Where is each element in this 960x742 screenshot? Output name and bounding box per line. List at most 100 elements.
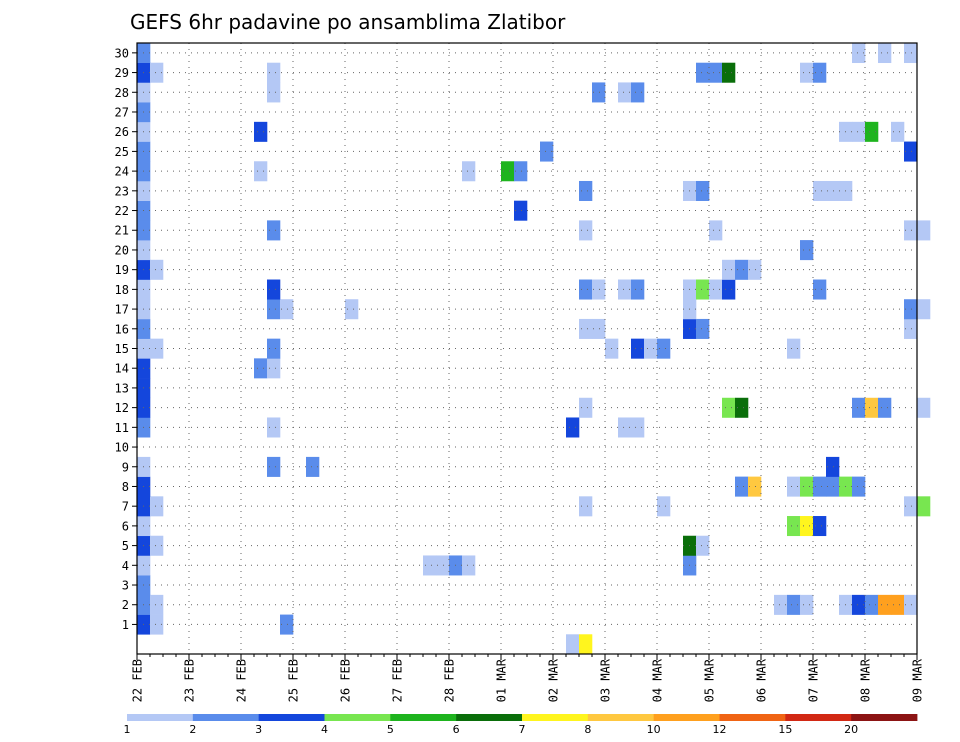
x-tick-label: 02 MAR xyxy=(547,658,561,702)
legend-label: 12 xyxy=(713,723,727,736)
heatmap-cell xyxy=(579,279,593,300)
heatmap-cell xyxy=(566,417,580,438)
heatmap-cell xyxy=(774,594,788,615)
legend-label: 20 xyxy=(844,723,858,736)
x-tick-label: 27 FEB xyxy=(391,659,405,702)
x-tick-label: 03 MAR xyxy=(599,658,613,702)
heatmap-cell xyxy=(735,476,749,497)
legend-label: 4 xyxy=(321,723,328,736)
heatmap-cell xyxy=(267,338,281,359)
x-tick-label: 06 MAR xyxy=(755,658,769,702)
heatmap-cell xyxy=(917,397,931,418)
heatmap-cell xyxy=(813,62,827,83)
heatmap-cell xyxy=(267,299,281,320)
heatmap-cell xyxy=(579,180,593,201)
heatmap-cell xyxy=(267,358,281,379)
x-tick-label: 04 MAR xyxy=(651,658,665,702)
heatmap-cell xyxy=(904,141,918,162)
heatmap-cell xyxy=(150,496,164,517)
heatmap-cell xyxy=(267,279,281,300)
heatmap-cell xyxy=(722,397,736,418)
legend-swatch xyxy=(587,714,655,721)
heatmap-cell xyxy=(852,43,866,64)
heatmap-cell xyxy=(813,279,827,300)
y-tick-label: 6 xyxy=(122,519,129,533)
y-tick-label: 7 xyxy=(122,500,129,514)
x-tick-label: 25 FEB xyxy=(287,659,301,702)
x-tick-label: 23 FEB xyxy=(183,659,197,702)
heatmap-cell xyxy=(579,318,593,339)
heatmap-cell xyxy=(423,555,437,576)
heatmap-cell xyxy=(878,594,892,615)
x-axis: 22 FEB 23 FEB 24 FEB 25 FEB 26 FEB 27 FEB 28 F… xyxy=(131,654,925,702)
heatmap-cell xyxy=(709,220,723,241)
legend-label: 7 xyxy=(519,723,526,736)
y-tick-label: 11 xyxy=(115,421,129,435)
heatmap-cell xyxy=(657,496,671,517)
y-tick-label: 24 xyxy=(115,165,129,179)
heatmap-cell xyxy=(904,594,918,615)
heatmap-cell xyxy=(150,535,164,556)
y-tick-label: 1 xyxy=(122,618,129,632)
heatmap-cell xyxy=(618,279,632,300)
y-tick-label: 21 xyxy=(115,224,129,238)
heatmap-cell xyxy=(306,456,320,477)
heatmap-cell xyxy=(267,82,281,103)
heatmap-cell xyxy=(436,555,450,576)
legend-swatch xyxy=(192,714,260,721)
heatmap-cells xyxy=(137,43,931,655)
heatmap-cell xyxy=(267,62,281,83)
legend-swatch xyxy=(258,714,325,721)
heatmap-cell xyxy=(631,82,645,103)
heatmap-cell xyxy=(267,456,281,477)
heatmap-cell xyxy=(813,476,827,497)
legend-swatch xyxy=(324,714,391,721)
heatmap-cell xyxy=(631,417,645,438)
heatmap-cell xyxy=(748,259,762,280)
heatmap-cell xyxy=(852,594,866,615)
color-legend: 1 2 3 4 5 6 7 8 10 12 15 20 xyxy=(124,714,918,736)
y-tick-label: 9 xyxy=(122,460,129,474)
y-tick-label: 17 xyxy=(115,303,129,317)
heatmap-cell xyxy=(917,299,931,320)
legend-swatch xyxy=(851,714,918,721)
heatmap-cell xyxy=(254,358,268,379)
heatmap-cell xyxy=(150,594,164,615)
heatmap-cell xyxy=(150,338,164,359)
y-tick-label: 15 xyxy=(115,342,129,356)
heatmap-cell xyxy=(592,82,606,103)
heatmap-cell xyxy=(462,555,476,576)
heatmap-cell xyxy=(631,279,645,300)
heatmap-cell xyxy=(267,417,281,438)
heatmap-cell xyxy=(254,161,268,182)
heatmap-cell xyxy=(540,141,554,162)
y-tick-label: 28 xyxy=(115,86,129,100)
legend-swatch xyxy=(785,714,852,721)
x-tick-label: 05 MAR xyxy=(703,658,717,702)
y-tick-label: 18 xyxy=(115,283,129,297)
heatmap-cell xyxy=(462,161,476,182)
heatmap-cell xyxy=(722,62,736,83)
heatmap-cell xyxy=(826,180,840,201)
heatmap-cell xyxy=(696,180,710,201)
heatmap-cell xyxy=(800,240,814,261)
heatmap-cell xyxy=(852,121,866,142)
y-tick-label: 10 xyxy=(115,441,129,455)
heatmap-cell xyxy=(579,634,593,655)
heatmap-cell xyxy=(917,496,931,517)
heatmap-cell xyxy=(813,180,827,201)
y-tick-label: 20 xyxy=(115,243,129,257)
heatmap-cell xyxy=(566,634,580,655)
y-tick-label: 29 xyxy=(115,66,129,80)
heatmap-cell xyxy=(787,594,801,615)
y-tick-label: 2 xyxy=(122,598,129,612)
heatmap-cell xyxy=(852,397,866,418)
legend-label: 8 xyxy=(584,723,591,736)
x-tick-label: 08 MAR xyxy=(859,658,873,702)
heatmap-cell xyxy=(150,259,164,280)
legend-label: 15 xyxy=(778,723,792,736)
chart-title: GEFS 6hr padavine po ansamblima Zlatibor xyxy=(130,10,566,34)
heatmap-cell xyxy=(826,476,840,497)
x-tick-label: 26 FEB xyxy=(339,659,353,702)
